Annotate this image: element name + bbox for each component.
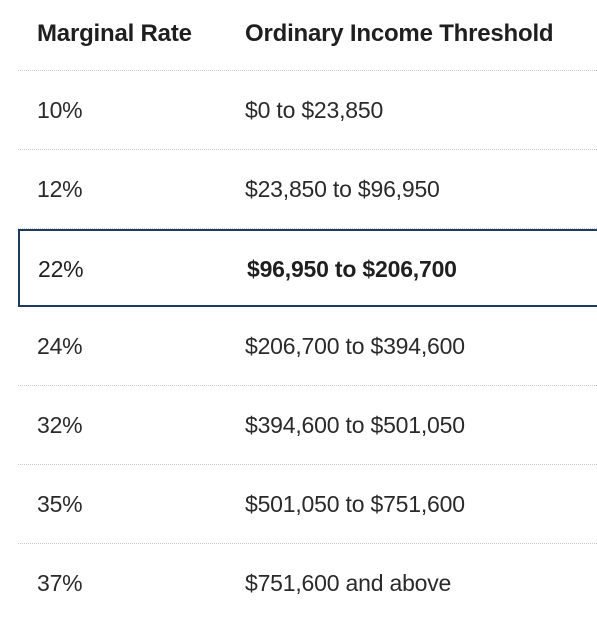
rate-cell: 10%: [37, 97, 83, 123]
table-row: 37% $751,600 and above: [18, 544, 597, 622]
rate-cell: 32%: [37, 412, 83, 438]
table-header: Marginal Rate Ordinary Income Threshold: [18, 0, 597, 71]
threshold-cell: $501,050 to $751,600: [245, 491, 465, 517]
rate-cell: 22%: [38, 256, 84, 282]
rate-cell: 37%: [37, 570, 83, 596]
table-row: 24% $206,700 to $394,600: [18, 307, 597, 386]
table-row-highlighted: 22% $96,950 to $206,700: [18, 229, 597, 307]
rate-cell: 35%: [37, 491, 83, 517]
rate-cell: 12%: [37, 176, 83, 202]
threshold-cell: $206,700 to $394,600: [245, 333, 465, 359]
threshold-cell: $751,600 and above: [245, 570, 452, 596]
threshold-cell: $96,950 to $206,700: [247, 256, 457, 282]
header-marginal-rate: Marginal Rate: [37, 20, 192, 47]
table-row: 10% $0 to $23,850: [18, 71, 597, 150]
header-ordinary-income-threshold: Ordinary Income Threshold: [245, 20, 554, 47]
table-row: 12% $23,850 to $96,950: [18, 150, 597, 229]
threshold-cell: $23,850 to $96,950: [245, 176, 440, 202]
tax-bracket-table: Marginal Rate Ordinary Income Threshold …: [18, 0, 597, 622]
table-row: 35% $501,050 to $751,600: [18, 465, 597, 544]
table-row: 32% $394,600 to $501,050: [18, 386, 597, 465]
threshold-cell: $0 to $23,850: [245, 97, 384, 123]
threshold-cell: $394,600 to $501,050: [245, 412, 465, 438]
rate-cell: 24%: [37, 333, 83, 359]
